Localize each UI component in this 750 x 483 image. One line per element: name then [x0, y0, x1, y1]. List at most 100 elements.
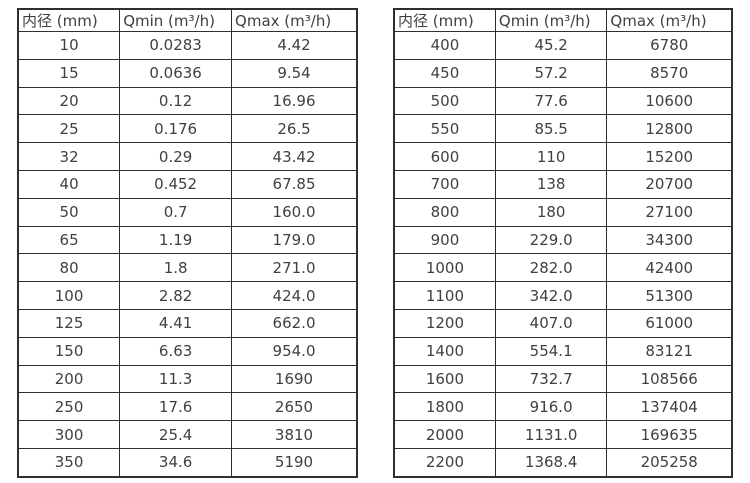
table-cell: 424.0	[231, 281, 358, 310]
table-cell: 0.7	[119, 197, 233, 227]
table-cell: 550	[393, 114, 496, 144]
table-row: 40 0.452 67.85	[17, 169, 358, 199]
table-row: 250 17.6 2650	[17, 392, 358, 422]
table-cell: 407.0	[494, 308, 608, 338]
flow-spec-table-left: 内径 (mm) Qmin (m³/h) Qmax (m³/h) 10 0.0283 4.…	[17, 8, 358, 478]
table-row: 200 11.3 1690	[17, 364, 358, 394]
table-cell: 6.63	[119, 336, 233, 366]
table-cell: 282.0	[494, 253, 608, 283]
table-row: 450 57.2 8570	[393, 58, 733, 88]
table-header: 内径 (mm) Qmin (m³/h) Qmax (m³/h)	[17, 8, 358, 32]
table-cell: 10	[17, 31, 121, 60]
table-row: 65 1.19 179.0	[17, 225, 358, 255]
table-cell: 150	[17, 336, 121, 366]
table-cell: 100	[17, 281, 121, 310]
table-cell: 1600	[393, 364, 496, 394]
table-cell: 15	[17, 58, 121, 88]
table-cell: 40	[17, 169, 121, 199]
table-row: 1400 554.1 83121	[393, 336, 733, 366]
table-row: 50 0.7 160.0	[17, 197, 358, 227]
table-cell: 9.54	[231, 58, 358, 88]
table-row: 1000 282.0 42400	[393, 253, 733, 283]
table-cell: 20	[17, 86, 121, 116]
table-body: 400 45.2 6780 450 57.2 8570 500 77.6 10600 550 85.…	[393, 31, 733, 478]
table-cell: 27100	[606, 197, 733, 227]
table-cell: 11.3	[119, 364, 233, 394]
table-cell: 2000	[393, 420, 496, 449]
table-cell: 5190	[231, 447, 358, 478]
header-row: 内径 (mm) Qmin (m³/h) Qmax (m³/h)	[393, 8, 733, 32]
table-cell: 271.0	[231, 253, 358, 283]
table-row: 10 0.0283 4.42	[17, 31, 358, 60]
table-row: 1800 916.0 137404	[393, 392, 733, 422]
table-row: 350 34.6 5190	[17, 447, 358, 478]
table-cell: 180	[494, 197, 608, 227]
header-cell: Qmin (m³/h)	[494, 8, 608, 32]
table-cell: 10600	[606, 86, 733, 116]
table-row: 1600 732.7 108566	[393, 364, 733, 394]
table-cell: 0.29	[119, 142, 233, 171]
table-cell: 4.42	[231, 31, 358, 60]
table-cell: 57.2	[494, 58, 608, 88]
table-row: 700 138 20700	[393, 169, 733, 199]
table-cell: 12800	[606, 114, 733, 144]
table-cell: 138	[494, 169, 608, 199]
table-cell: 8570	[606, 58, 733, 88]
table-row: 500 77.6 10600	[393, 86, 733, 116]
table-cell: 0.0283	[119, 31, 233, 60]
table-cell: 916.0	[494, 392, 608, 422]
table-cell: 32	[17, 142, 121, 171]
table-cell: 17.6	[119, 392, 233, 422]
header-cell: Qmin (m³/h)	[119, 8, 233, 32]
table-cell: 800	[393, 197, 496, 227]
table-cell: 900	[393, 225, 496, 255]
table-cell: 400	[393, 31, 496, 60]
flow-spec-table-right: 内径 (mm) Qmin (m³/h) Qmax (m³/h) 400 45.2 678…	[393, 8, 733, 478]
table-cell: 0.176	[119, 114, 233, 144]
table-cell: 80	[17, 253, 121, 283]
table-cell: 25	[17, 114, 121, 144]
table-row: 1100 342.0 51300	[393, 281, 733, 310]
table-row: 15 0.0636 9.54	[17, 58, 358, 88]
table-cell: 125	[17, 308, 121, 338]
table-cell: 200	[17, 364, 121, 394]
table-cell: 1.19	[119, 225, 233, 255]
table-cell: 1400	[393, 336, 496, 366]
table-row: 600 110 15200	[393, 142, 733, 171]
table-cell: 954.0	[231, 336, 358, 366]
table-cell: 500	[393, 86, 496, 116]
table-cell: 0.12	[119, 86, 233, 116]
table-cell: 250	[17, 392, 121, 422]
table-cell: 662.0	[231, 308, 358, 338]
table-cell: 169635	[606, 420, 733, 449]
header-cell: 内径 (mm)	[393, 8, 496, 32]
table-row: 400 45.2 6780	[393, 31, 733, 60]
table-cell: 300	[17, 420, 121, 449]
header-cell: Qmax (m³/h)	[231, 8, 358, 32]
table-cell: 50	[17, 197, 121, 227]
table-cell: 342.0	[494, 281, 608, 310]
header-row: 内径 (mm) Qmin (m³/h) Qmax (m³/h)	[17, 8, 358, 32]
table-cell: 85.5	[494, 114, 608, 144]
table-cell: 1.8	[119, 253, 233, 283]
table-row: 1200 407.0 61000	[393, 308, 733, 338]
table-row: 800 180 27100	[393, 197, 733, 227]
table-cell: 1368.4	[494, 447, 608, 478]
table-cell: 160.0	[231, 197, 358, 227]
table-cell: 2650	[231, 392, 358, 422]
table-cell: 554.1	[494, 336, 608, 366]
table-cell: 110	[494, 142, 608, 171]
table-cell: 25.4	[119, 420, 233, 449]
table-cell: 77.6	[494, 86, 608, 116]
table-row: 300 25.4 3810	[17, 420, 358, 449]
table-cell: 0.0636	[119, 58, 233, 88]
table-cell: 1131.0	[494, 420, 608, 449]
table-cell: 732.7	[494, 364, 608, 394]
table-cell: 1690	[231, 364, 358, 394]
table-cell: 83121	[606, 336, 733, 366]
table-row: 2200 1368.4 205258	[393, 447, 733, 478]
table-row: 32 0.29 43.42	[17, 142, 358, 171]
table-cell: 65	[17, 225, 121, 255]
table-row: 125 4.41 662.0	[17, 308, 358, 338]
table-cell: 3810	[231, 420, 358, 449]
